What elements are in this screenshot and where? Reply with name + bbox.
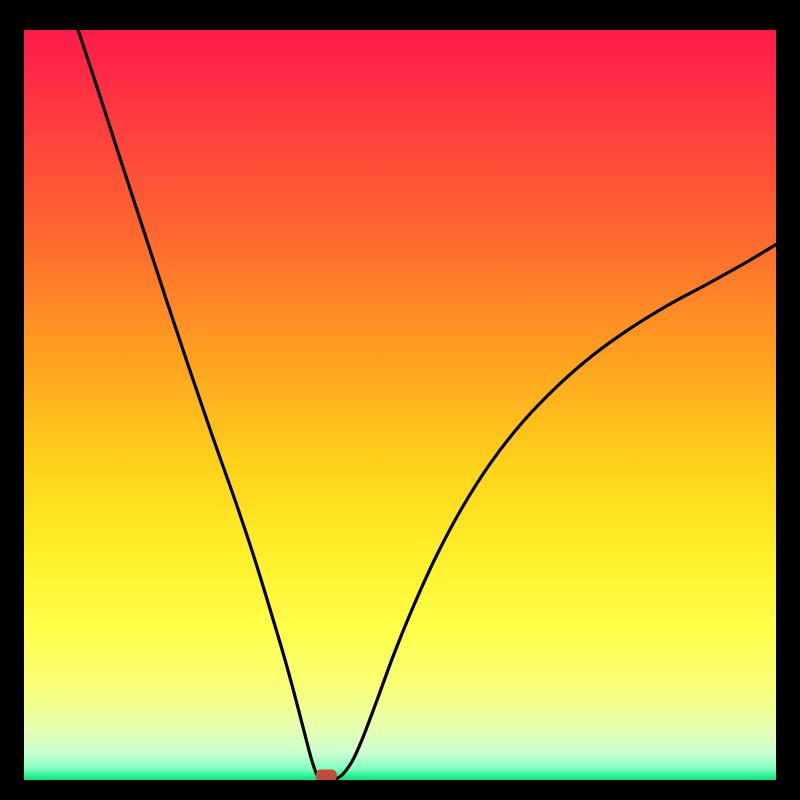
bottleneck-curve-layer — [24, 30, 776, 780]
plot-frame — [0, 0, 800, 800]
bottleneck-curve — [78, 30, 776, 780]
plot-area — [24, 30, 776, 780]
minimum-marker — [316, 770, 337, 781]
